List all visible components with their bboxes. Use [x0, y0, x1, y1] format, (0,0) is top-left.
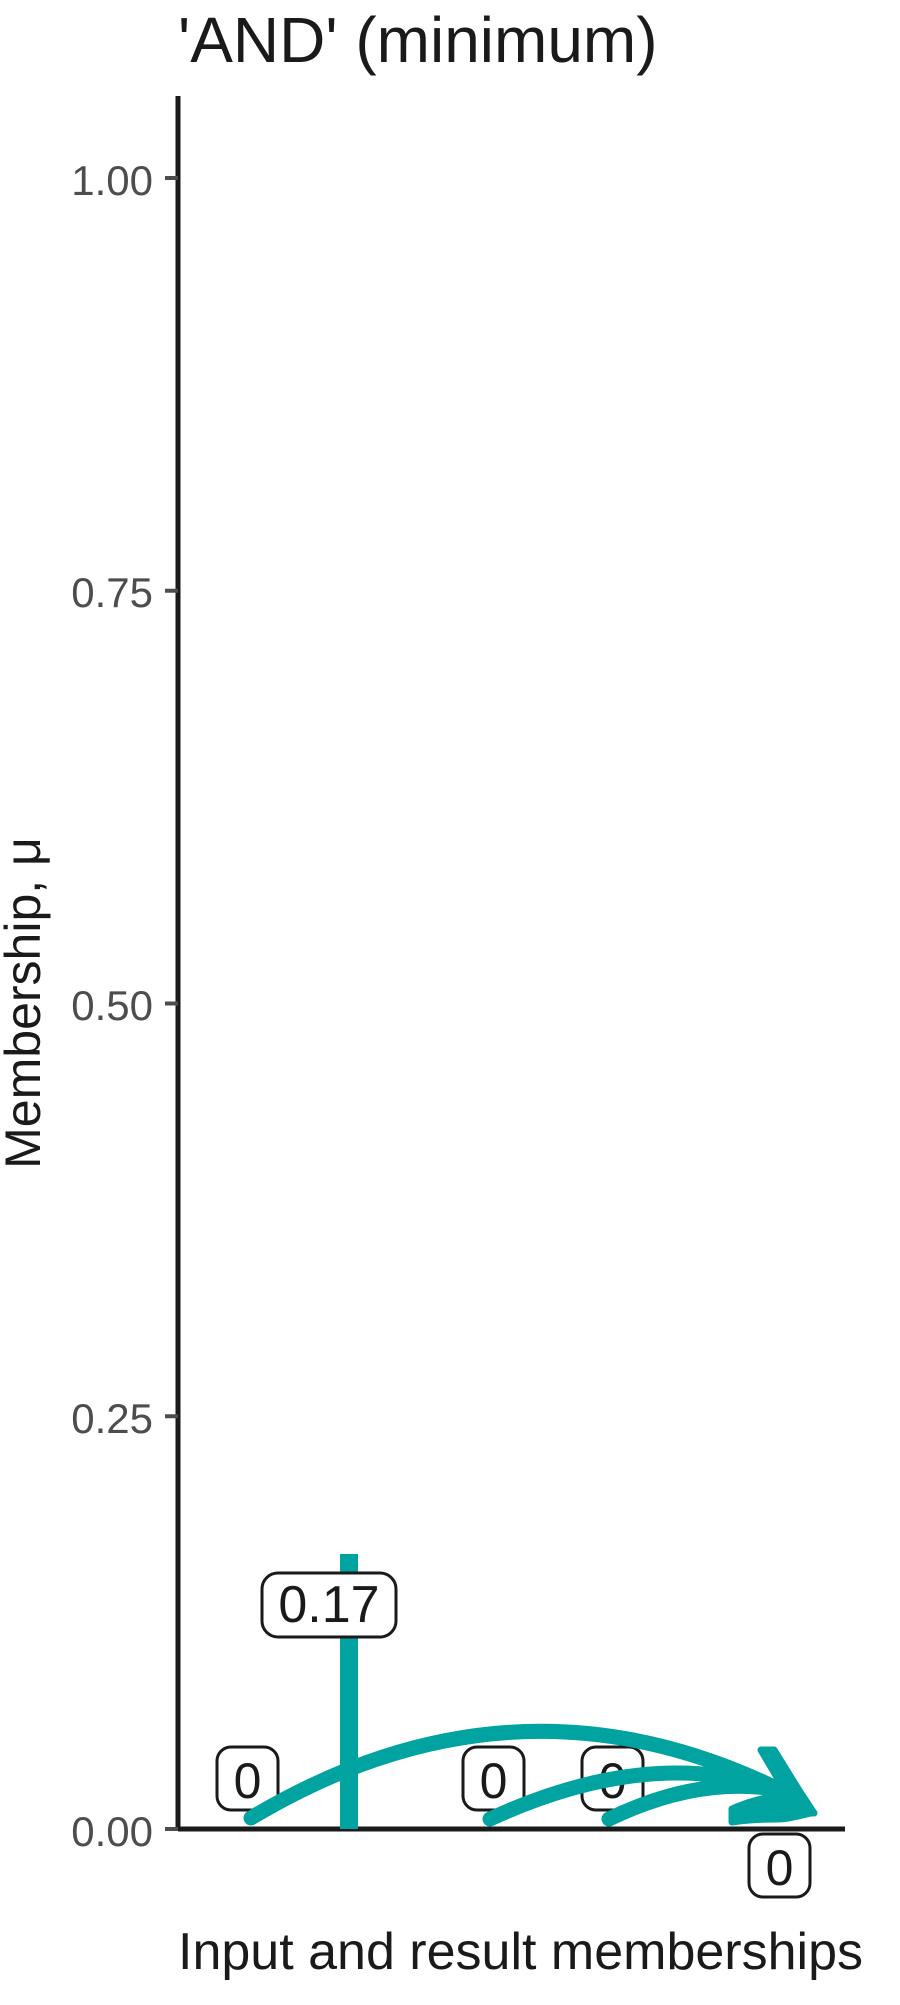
svg-text:0: 0: [480, 1753, 508, 1809]
svg-text:0.17: 0.17: [278, 1576, 379, 1634]
svg-text:0: 0: [766, 1840, 794, 1896]
svg-text:0.50: 0.50: [71, 982, 153, 1029]
svg-text:0: 0: [234, 1753, 262, 1809]
svg-text:Membership, μ: Membership, μ: [0, 837, 51, 1169]
svg-text:Input and result memberships: Input and result memberships: [178, 1923, 863, 1981]
svg-text:0.75: 0.75: [71, 569, 153, 616]
svg-text:0.00: 0.00: [71, 1808, 153, 1855]
svg-text:1.00: 1.00: [71, 157, 153, 204]
svg-text:0.25: 0.25: [71, 1395, 153, 1442]
svg-text:'AND' (minimum): 'AND' (minimum): [178, 4, 658, 76]
